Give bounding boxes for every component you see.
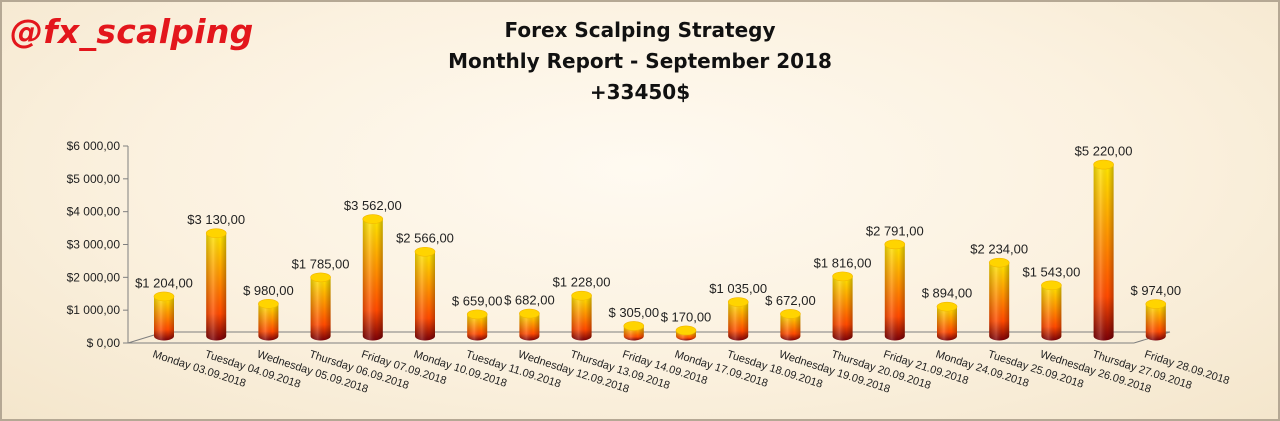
data-label: $ 980,00 [243,283,294,298]
y-tick-label: $2 000,00 [67,270,121,284]
bar-top [258,299,279,309]
bar-shading [154,296,174,341]
bar-cylinder [362,214,384,341]
data-label: $3 562,00 [344,198,402,213]
bar-shading [1145,304,1166,341]
y-tick-label: $6 000,00 [67,139,121,153]
bar-cylinder [571,290,592,341]
bar-cylinder [1041,280,1062,341]
bar-cylinder [1093,159,1114,341]
bar-top [936,301,958,312]
bar-shading [467,314,488,341]
data-label: $1 228,00 [553,275,611,290]
bar-cylinder [623,321,645,341]
bar-top [988,257,1010,268]
bar-top [414,246,436,257]
bar-shading [1041,285,1062,341]
bar-top [832,271,853,282]
data-label: $ 305,00 [608,305,659,320]
bar-cylinder [988,257,1010,341]
bar-top [884,239,906,250]
data-label: $1 785,00 [292,256,350,271]
bar-top [727,297,749,307]
bar-shading [206,233,227,341]
bar-top [205,228,227,239]
bar-shading [519,313,540,341]
bar-top [1145,299,1167,309]
bar-cylinder [205,228,227,341]
bar-shading [728,302,749,341]
bar-top [675,325,697,336]
bar-cylinder [936,301,958,341]
bar-top [362,214,384,224]
bar-cylinder [153,291,175,341]
bar-top [466,309,488,320]
data-label: $1 204,00 [135,275,193,290]
data-label: $1 543,00 [1022,264,1080,279]
data-label: $1 035,00 [709,281,767,296]
chart-title-line-3: +33450$ [589,80,691,104]
bar-cylinder [780,309,801,341]
bar-shading [989,262,1010,341]
bar-shading [310,277,331,341]
bar-shading [884,244,905,341]
bar-top [623,321,645,331]
data-label: $ 682,00 [504,293,555,308]
data-label: $ 894,00 [922,286,973,301]
y-tick-label: $5 000,00 [67,172,121,186]
bar-top [571,290,592,301]
bar-cylinder [466,309,488,341]
data-label: $ 170,00 [661,309,712,324]
bar-top [519,308,540,319]
data-label: $ 974,00 [1130,283,1181,298]
bar-top [310,272,331,283]
watermark-handle: @fx_scalping [10,12,254,51]
bar-top [1093,159,1114,170]
data-label: $ 659,00 [452,293,503,308]
y-tick-label: $4 000,00 [67,205,121,219]
bar-top [1041,280,1062,291]
data-label: $3 130,00 [187,212,245,227]
bar-shading [937,306,957,341]
data-label: $ 672,00 [765,293,816,308]
bar-cylinder [727,297,749,341]
bar-cylinder [519,308,540,341]
data-label: $2 234,00 [970,242,1028,257]
data-label: $1 816,00 [814,255,872,270]
bar-shading [832,276,853,341]
bar-top [153,291,175,302]
bar-cylinder [414,246,436,341]
bar-cylinder [832,271,853,341]
y-tick-label: $ 0,00 [87,336,121,350]
chart-title-line-2: Monthly Report - September 2018 [448,49,832,73]
bar-shading [571,295,592,341]
bar-shading [1093,164,1114,341]
bar-cylinder [310,272,331,341]
y-tick-label: $1 000,00 [67,303,121,317]
data-label: $2 566,00 [396,231,454,246]
bar-top [780,309,801,319]
bar-shading [780,313,801,341]
bar-cylinder [258,299,279,341]
y-tick-label: $3 000,00 [67,238,121,252]
bar-cylinder [884,239,906,341]
data-label: $2 791,00 [866,223,924,238]
bar-cylinder [675,325,697,341]
bar-shading [258,303,279,341]
bar-shading [415,251,435,341]
chart-title-line-1: Forex Scalping Strategy [504,18,776,42]
bar-cylinder [1145,299,1167,341]
data-label: $5 220,00 [1075,144,1133,159]
bar-shading [362,219,383,341]
